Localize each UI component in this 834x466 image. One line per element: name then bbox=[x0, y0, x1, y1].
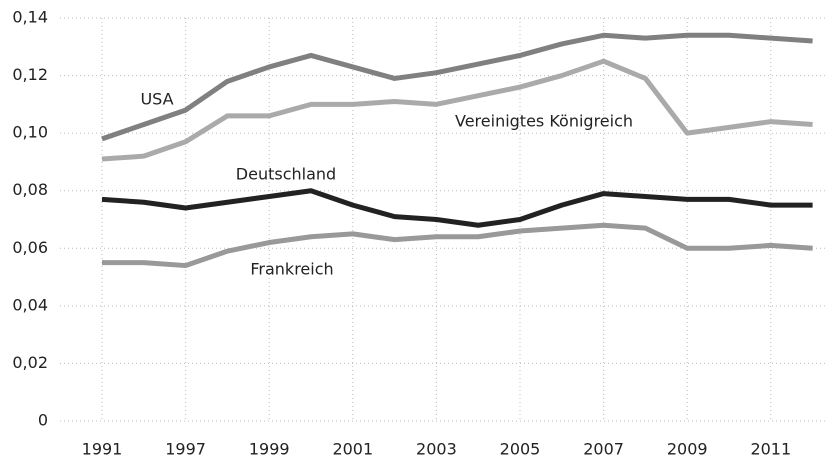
x-tick-label: 2003 bbox=[416, 440, 457, 459]
x-tick-label: 2011 bbox=[750, 440, 791, 459]
y-tick-label: 0 bbox=[38, 411, 48, 430]
y-tick-label: 0,02 bbox=[12, 353, 48, 372]
y-tick-label: 0,06 bbox=[12, 238, 48, 257]
series-label: Deutschland bbox=[236, 165, 336, 184]
x-tick-label: 1999 bbox=[249, 440, 290, 459]
y-tick-label: 0,04 bbox=[12, 295, 48, 314]
y-tick-label: 0,12 bbox=[12, 65, 48, 84]
y-tick-label: 0,10 bbox=[12, 123, 48, 142]
x-tick-label: 2005 bbox=[500, 440, 541, 459]
series-line bbox=[101, 188, 813, 228]
x-tick-label: 2009 bbox=[667, 440, 708, 459]
x-tick-label: 1997 bbox=[165, 440, 206, 459]
x-tick-label: 2001 bbox=[332, 440, 373, 459]
x-tick-label: 1991 bbox=[82, 440, 123, 459]
series-label: Frankreich bbox=[250, 260, 333, 279]
y-tick-label: 0,14 bbox=[12, 8, 48, 27]
series-line bbox=[101, 32, 813, 142]
series-line bbox=[102, 222, 813, 269]
series-line bbox=[101, 58, 813, 162]
x-tick-label: 2007 bbox=[583, 440, 624, 459]
series-label: Vereinigtes Königreich bbox=[455, 112, 633, 131]
y-tick-label: 0,08 bbox=[12, 180, 48, 199]
series-label: USA bbox=[140, 90, 173, 109]
